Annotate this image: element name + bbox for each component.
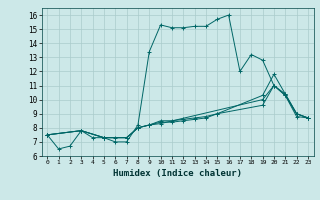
X-axis label: Humidex (Indice chaleur): Humidex (Indice chaleur) [113,169,242,178]
